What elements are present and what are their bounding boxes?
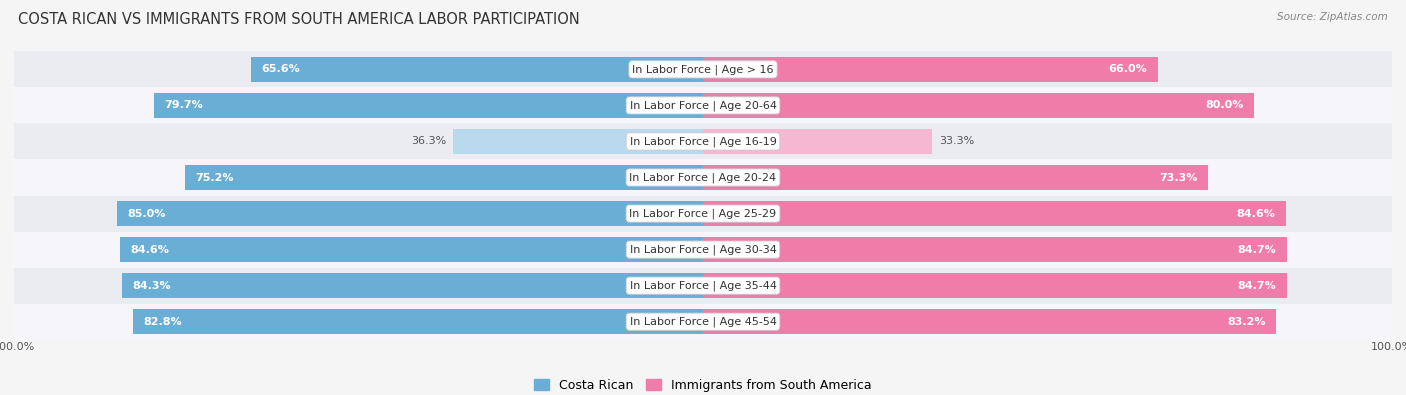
Text: In Labor Force | Age 25-29: In Labor Force | Age 25-29 <box>630 208 776 219</box>
Bar <box>252 57 703 82</box>
Text: In Labor Force | Age > 16: In Labor Force | Age > 16 <box>633 64 773 75</box>
Text: In Labor Force | Age 35-44: In Labor Force | Age 35-44 <box>630 280 776 291</box>
Bar <box>186 165 703 190</box>
Text: 84.7%: 84.7% <box>1237 245 1277 255</box>
Text: 36.3%: 36.3% <box>411 136 446 147</box>
Text: 79.7%: 79.7% <box>165 100 202 111</box>
Bar <box>14 231 1392 268</box>
Bar <box>14 87 1392 123</box>
Text: 84.6%: 84.6% <box>1237 209 1275 218</box>
Bar <box>703 201 1286 226</box>
Bar <box>703 57 1157 82</box>
Text: 80.0%: 80.0% <box>1205 100 1244 111</box>
Text: In Labor Force | Age 20-64: In Labor Force | Age 20-64 <box>630 100 776 111</box>
Bar <box>703 237 1286 262</box>
Text: Source: ZipAtlas.com: Source: ZipAtlas.com <box>1277 12 1388 22</box>
Bar <box>14 304 1392 340</box>
Text: In Labor Force | Age 45-54: In Labor Force | Age 45-54 <box>630 316 776 327</box>
Text: 82.8%: 82.8% <box>143 317 181 327</box>
Bar <box>153 93 703 118</box>
Text: 73.3%: 73.3% <box>1160 173 1198 182</box>
Text: 83.2%: 83.2% <box>1227 317 1265 327</box>
Text: 84.7%: 84.7% <box>1237 280 1277 291</box>
Bar <box>14 123 1392 160</box>
Text: In Labor Force | Age 16-19: In Labor Force | Age 16-19 <box>630 136 776 147</box>
Bar <box>703 93 1254 118</box>
Bar <box>703 129 932 154</box>
Text: 66.0%: 66.0% <box>1108 64 1147 74</box>
Text: 75.2%: 75.2% <box>195 173 233 182</box>
Bar <box>120 237 703 262</box>
Text: 33.3%: 33.3% <box>939 136 974 147</box>
Text: In Labor Force | Age 20-24: In Labor Force | Age 20-24 <box>630 172 776 183</box>
Bar <box>122 273 703 298</box>
Bar <box>703 273 1286 298</box>
Legend: Costa Rican, Immigrants from South America: Costa Rican, Immigrants from South Ameri… <box>529 374 877 395</box>
Text: 65.6%: 65.6% <box>262 64 299 74</box>
Bar <box>132 309 703 334</box>
Bar <box>14 51 1392 87</box>
Bar <box>14 196 1392 231</box>
Text: COSTA RICAN VS IMMIGRANTS FROM SOUTH AMERICA LABOR PARTICIPATION: COSTA RICAN VS IMMIGRANTS FROM SOUTH AME… <box>18 12 581 27</box>
Text: 84.6%: 84.6% <box>131 245 169 255</box>
Text: 85.0%: 85.0% <box>128 209 166 218</box>
Bar <box>14 160 1392 196</box>
Bar <box>118 201 703 226</box>
Text: In Labor Force | Age 30-34: In Labor Force | Age 30-34 <box>630 245 776 255</box>
Bar <box>703 165 1208 190</box>
Bar <box>14 268 1392 304</box>
Bar <box>453 129 703 154</box>
Text: 84.3%: 84.3% <box>132 280 172 291</box>
Bar <box>703 309 1277 334</box>
